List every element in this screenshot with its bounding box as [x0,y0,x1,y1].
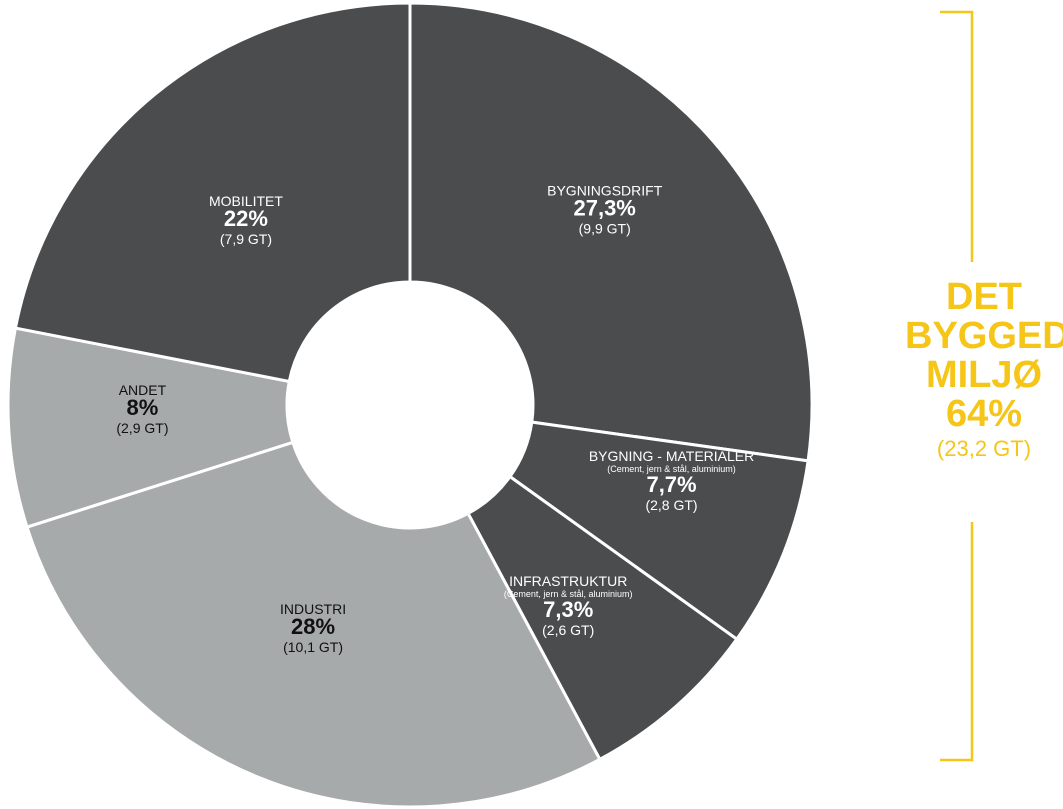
slice-percentage: 22% [224,206,268,231]
slice-percentage: 28% [291,614,335,639]
slice-name: INDUSTRI [280,601,346,617]
group-percentage: 64% [945,393,1023,435]
slice-subtitle: (Cement, jern & stål, aluminium) [504,589,633,599]
slice-value: (2,8 GT) [645,497,697,513]
slice-percentage: 7,7% [646,472,696,497]
group-title-line-3: MILJØ [925,354,1043,396]
group-value: (23,2 GT) [936,436,1032,461]
built-environment-label: DET BYGGEDE MILJØ 64% (23,2 GT) [905,278,1063,464]
slice-label: BYGNING - MATERIALER(Cement, jern & stål… [589,448,754,513]
group-title-line-1: DET [946,276,1022,318]
slice-value: (10,1 GT) [283,639,343,655]
slice-name: BYGNINGSDRIFT [547,183,663,199]
slice-value: (7,9 GT) [220,231,272,247]
slice-name: INFRASTRUKTUR [509,573,627,589]
slice-percentage: 8% [127,395,159,420]
slice-label: INFRASTRUKTUR(Cement, jern & stål, alumi… [504,573,633,638]
slice-name: MOBILITET [209,193,283,209]
slice-subtitle: (Cement, jern & stål, aluminium) [607,464,736,474]
slice-percentage: 7,3% [543,597,593,622]
slice-percentage: 27,3% [573,196,635,221]
slice-value: (2,6 GT) [542,622,594,638]
slice-name: BYGNING - MATERIALER [589,448,754,464]
group-bracket-bottom [940,522,974,762]
donut-slices [6,1,814,809]
slice-value: (9,9 GT) [579,221,631,237]
group-title-line-2: BYGGEDE [905,315,1063,357]
donut-hole [287,282,533,528]
slice-name: ANDET [119,382,167,398]
slice-value: (2,9 GT) [116,420,168,436]
group-bracket-top [940,10,974,262]
